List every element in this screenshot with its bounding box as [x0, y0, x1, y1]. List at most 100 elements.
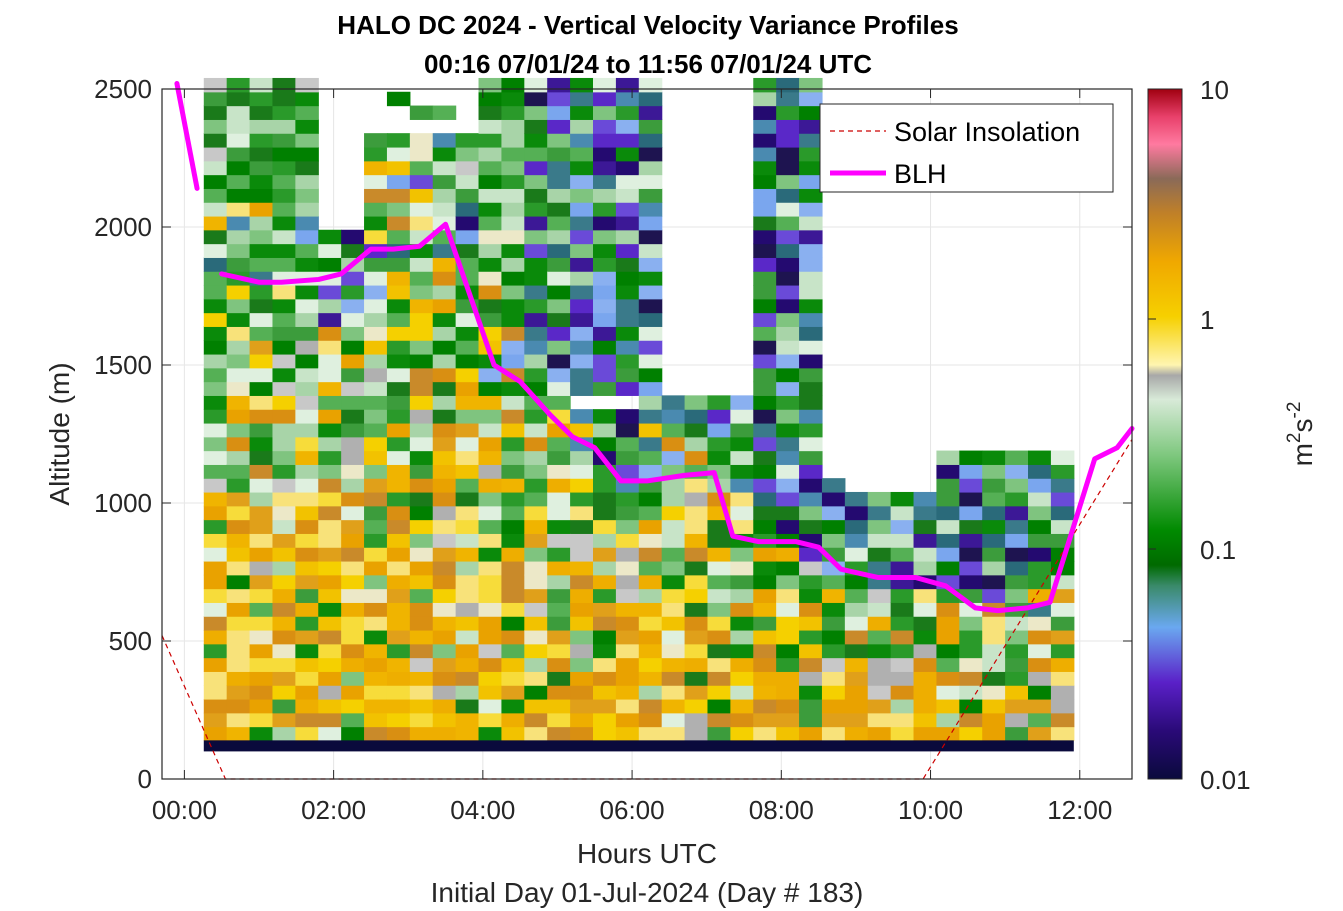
- heatmap-cell: [386, 409, 411, 424]
- heatmap-cell: [593, 146, 617, 162]
- heatmap-cell: [547, 478, 571, 493]
- heatmap-cell: [776, 257, 800, 272]
- heatmap-cell: [226, 215, 251, 231]
- heatmap-cell: [226, 588, 251, 603]
- heatmap-cell: [455, 188, 480, 203]
- heatmap-cell: [936, 602, 960, 617]
- heatmap-cell: [295, 533, 319, 548]
- heatmap-cell: [959, 685, 983, 700]
- heatmap-cell: [776, 381, 800, 396]
- heatmap-cell: [570, 243, 594, 258]
- heatmap-cell: [318, 657, 342, 672]
- heatmap-cell: [295, 146, 319, 162]
- heatmap-cell: [1028, 533, 1052, 548]
- heatmap-cell: [799, 588, 823, 603]
- heatmap-cell: [295, 312, 319, 327]
- heatmap-cell: [478, 202, 503, 217]
- heatmap-cell: [913, 602, 938, 617]
- heatmap-cell: [867, 588, 892, 603]
- heatmap-cell: [295, 685, 319, 700]
- heatmap-cell: [982, 657, 1006, 672]
- heatmap-cell: [638, 257, 663, 272]
- heatmap-cell: [707, 395, 731, 410]
- heatmap-cell: [364, 188, 388, 203]
- heatmap-cell: [936, 698, 960, 714]
- heatmap-cell: [272, 229, 296, 245]
- heatmap-cell: [295, 133, 319, 148]
- heatmap-cell: [478, 77, 503, 93]
- heatmap-cell: [615, 91, 640, 107]
- heatmap-cell: [776, 616, 800, 631]
- heatmap-cell: [547, 229, 571, 245]
- heatmap-cell: [570, 367, 594, 383]
- heatmap-cell: [272, 298, 296, 314]
- heatmap-cell: [478, 409, 503, 424]
- heatmap-cell: [455, 353, 480, 369]
- heatmap-cell: [615, 698, 640, 714]
- heatmap-cell: [203, 450, 228, 465]
- heatmap-cell: [226, 353, 251, 369]
- heatmap-cell: [844, 616, 869, 631]
- heatmap-cell: [478, 422, 503, 438]
- heatmap-cell: [501, 284, 525, 300]
- heatmap-cell: [867, 698, 892, 714]
- heatmap-cell: [1050, 505, 1075, 521]
- heatmap-cell: [547, 271, 571, 286]
- heatmap-cell: [318, 726, 342, 741]
- heatmap-cell: [478, 588, 503, 603]
- heatmap-cell: [547, 491, 571, 507]
- heatmap-cell: [432, 712, 457, 728]
- heatmap-cell: [501, 229, 525, 245]
- heatmap-cell: [203, 395, 228, 410]
- heatmap-cell: [593, 409, 617, 424]
- heatmap-cell: [570, 381, 594, 396]
- heatmap-cell: [409, 340, 434, 355]
- heatmap-cell: [364, 381, 388, 396]
- heatmap-cell: [913, 726, 938, 741]
- heatmap-cell: [799, 519, 823, 534]
- heatmap-cell: [959, 643, 983, 659]
- heatmap-cell: [570, 533, 594, 548]
- heatmap-cell: [249, 547, 274, 562]
- heatmap-cell: [272, 202, 296, 217]
- heatmap-cell: [547, 188, 571, 203]
- heatmap-cell: [364, 298, 388, 314]
- heatmap-cell: [753, 547, 777, 562]
- heatmap-cell: [570, 698, 594, 714]
- heatmap-cell: [707, 533, 731, 548]
- heatmap-cell: [501, 671, 525, 686]
- heatmap-cell: [432, 726, 457, 741]
- heatmap-cell: [684, 533, 709, 548]
- heatmap-cell: [593, 367, 617, 383]
- heatmap-cell: [821, 657, 846, 672]
- heatmap-cell: [547, 326, 571, 341]
- heatmap-cell: [615, 271, 640, 286]
- heatmap-cell: [501, 395, 525, 410]
- heatmap-cell: [844, 657, 869, 672]
- heatmap-cell: [249, 77, 274, 93]
- heatmap-cell: [707, 547, 731, 562]
- heatmap-cell: [638, 353, 663, 369]
- heatmap-cell: [570, 588, 594, 603]
- heatmap-cell: [295, 105, 319, 120]
- heatmap-cell: [226, 726, 251, 741]
- heatmap-cell: [226, 229, 251, 245]
- heatmap-cell: [386, 271, 411, 286]
- heatmap-cell: [707, 685, 731, 700]
- heatmap-cell: [203, 505, 228, 521]
- heatmap-cell: [730, 726, 754, 741]
- heatmap-cell: [478, 533, 503, 548]
- heatmap-cell: [547, 464, 571, 479]
- heatmap-cell: [936, 685, 960, 700]
- heatmap-cell: [890, 588, 915, 603]
- heatmap-cell: [753, 257, 777, 272]
- heatmap-cell: [753, 284, 777, 300]
- heatmap-cell: [890, 616, 915, 631]
- heatmap-cell: [570, 215, 594, 231]
- heatmap-cell: [776, 547, 800, 562]
- chart-title: HALO DC 2024 - Vertical Velocity Varianc…: [337, 10, 958, 40]
- heatmap-cell: [524, 574, 548, 590]
- heatmap-cell: [982, 533, 1006, 548]
- heatmap-cell: [890, 629, 915, 645]
- heatmap-cell: [272, 436, 296, 452]
